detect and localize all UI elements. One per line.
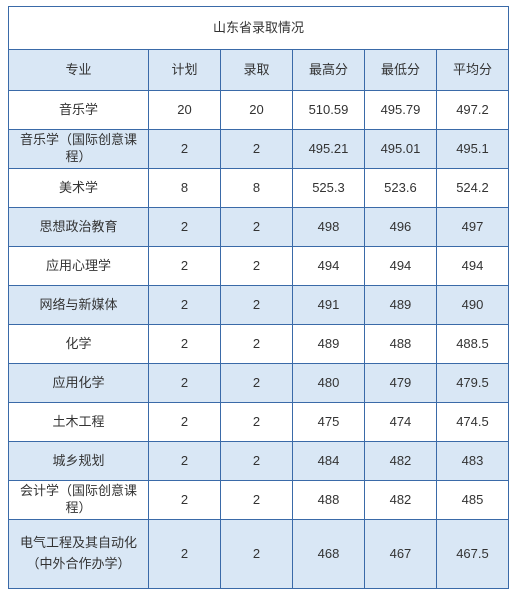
cell-admit: 2 bbox=[220, 247, 292, 286]
cell-major: 电气工程及其自动化（中外合作办学） bbox=[9, 520, 149, 589]
cell-max: 491 bbox=[292, 286, 364, 325]
cell-plan: 8 bbox=[149, 169, 221, 208]
cell-max: 498 bbox=[292, 208, 364, 247]
cell-admit: 2 bbox=[220, 481, 292, 520]
table-title-row: 山东省录取情况 bbox=[9, 7, 509, 50]
cell-admit: 2 bbox=[220, 208, 292, 247]
cell-min: 495.01 bbox=[364, 130, 436, 169]
cell-max: 484 bbox=[292, 442, 364, 481]
cell-min: 523.6 bbox=[364, 169, 436, 208]
cell-max: 495.21 bbox=[292, 130, 364, 169]
cell-avg: 497.2 bbox=[436, 91, 508, 130]
col-major: 专业 bbox=[9, 50, 149, 91]
cell-max: 494 bbox=[292, 247, 364, 286]
col-avg: 平均分 bbox=[436, 50, 508, 91]
table-row: 土木工程22475474474.5 bbox=[9, 403, 509, 442]
cell-min: 494 bbox=[364, 247, 436, 286]
cell-avg: 488.5 bbox=[436, 325, 508, 364]
col-max: 最高分 bbox=[292, 50, 364, 91]
table-title: 山东省录取情况 bbox=[9, 7, 509, 50]
cell-plan: 2 bbox=[149, 364, 221, 403]
cell-max: 475 bbox=[292, 403, 364, 442]
cell-plan: 2 bbox=[149, 442, 221, 481]
table-row: 化学22489488488.5 bbox=[9, 325, 509, 364]
table-row: 音乐学2020510.59495.79497.2 bbox=[9, 91, 509, 130]
cell-major: 应用心理学 bbox=[9, 247, 149, 286]
col-min: 最低分 bbox=[364, 50, 436, 91]
cell-admit: 2 bbox=[220, 130, 292, 169]
cell-admit: 2 bbox=[220, 325, 292, 364]
cell-max: 480 bbox=[292, 364, 364, 403]
table-row: 应用心理学22494494494 bbox=[9, 247, 509, 286]
cell-major: 网络与新媒体 bbox=[9, 286, 149, 325]
cell-max: 488 bbox=[292, 481, 364, 520]
table-row: 城乡规划22484482483 bbox=[9, 442, 509, 481]
admission-table: 山东省录取情况 专业 计划 录取 最高分 最低分 平均分 音乐学2020510.… bbox=[8, 6, 509, 589]
cell-plan: 2 bbox=[149, 520, 221, 589]
cell-avg: 467.5 bbox=[436, 520, 508, 589]
table-row: 美术学88525.3523.6524.2 bbox=[9, 169, 509, 208]
cell-plan: 2 bbox=[149, 247, 221, 286]
cell-major: 应用化学 bbox=[9, 364, 149, 403]
cell-min: 489 bbox=[364, 286, 436, 325]
cell-major: 音乐学（国际创意课程） bbox=[9, 130, 149, 169]
table-row: 音乐学（国际创意课程）22495.21495.01495.1 bbox=[9, 130, 509, 169]
cell-max: 468 bbox=[292, 520, 364, 589]
cell-min: 482 bbox=[364, 442, 436, 481]
table-row: 应用化学22480479479.5 bbox=[9, 364, 509, 403]
cell-avg: 524.2 bbox=[436, 169, 508, 208]
table-row: 思想政治教育22498496497 bbox=[9, 208, 509, 247]
cell-avg: 483 bbox=[436, 442, 508, 481]
cell-min: 495.79 bbox=[364, 91, 436, 130]
cell-major: 音乐学 bbox=[9, 91, 149, 130]
cell-min: 467 bbox=[364, 520, 436, 589]
cell-major: 土木工程 bbox=[9, 403, 149, 442]
cell-avg: 497 bbox=[436, 208, 508, 247]
table-row: 电气工程及其自动化（中外合作办学）22468467467.5 bbox=[9, 520, 509, 589]
cell-admit: 8 bbox=[220, 169, 292, 208]
cell-avg: 485 bbox=[436, 481, 508, 520]
cell-max: 525.3 bbox=[292, 169, 364, 208]
cell-major: 化学 bbox=[9, 325, 149, 364]
cell-admit: 2 bbox=[220, 286, 292, 325]
cell-avg: 474.5 bbox=[436, 403, 508, 442]
cell-plan: 2 bbox=[149, 403, 221, 442]
cell-plan: 20 bbox=[149, 91, 221, 130]
cell-major: 思想政治教育 bbox=[9, 208, 149, 247]
cell-plan: 2 bbox=[149, 481, 221, 520]
cell-plan: 2 bbox=[149, 130, 221, 169]
col-admit: 录取 bbox=[220, 50, 292, 91]
cell-avg: 490 bbox=[436, 286, 508, 325]
cell-plan: 2 bbox=[149, 325, 221, 364]
cell-admit: 20 bbox=[220, 91, 292, 130]
cell-avg: 494 bbox=[436, 247, 508, 286]
table-header-row: 专业 计划 录取 最高分 最低分 平均分 bbox=[9, 50, 509, 91]
cell-plan: 2 bbox=[149, 286, 221, 325]
cell-admit: 2 bbox=[220, 442, 292, 481]
cell-min: 488 bbox=[364, 325, 436, 364]
cell-min: 496 bbox=[364, 208, 436, 247]
cell-admit: 2 bbox=[220, 403, 292, 442]
cell-min: 479 bbox=[364, 364, 436, 403]
cell-min: 474 bbox=[364, 403, 436, 442]
cell-max: 489 bbox=[292, 325, 364, 364]
cell-max: 510.59 bbox=[292, 91, 364, 130]
cell-major: 城乡规划 bbox=[9, 442, 149, 481]
cell-major: 美术学 bbox=[9, 169, 149, 208]
col-plan: 计划 bbox=[149, 50, 221, 91]
cell-admit: 2 bbox=[220, 520, 292, 589]
cell-min: 482 bbox=[364, 481, 436, 520]
cell-plan: 2 bbox=[149, 208, 221, 247]
cell-avg: 495.1 bbox=[436, 130, 508, 169]
table-row: 网络与新媒体22491489490 bbox=[9, 286, 509, 325]
table-row: 会计学（国际创意课程）22488482485 bbox=[9, 481, 509, 520]
cell-admit: 2 bbox=[220, 364, 292, 403]
cell-avg: 479.5 bbox=[436, 364, 508, 403]
cell-major: 会计学（国际创意课程） bbox=[9, 481, 149, 520]
